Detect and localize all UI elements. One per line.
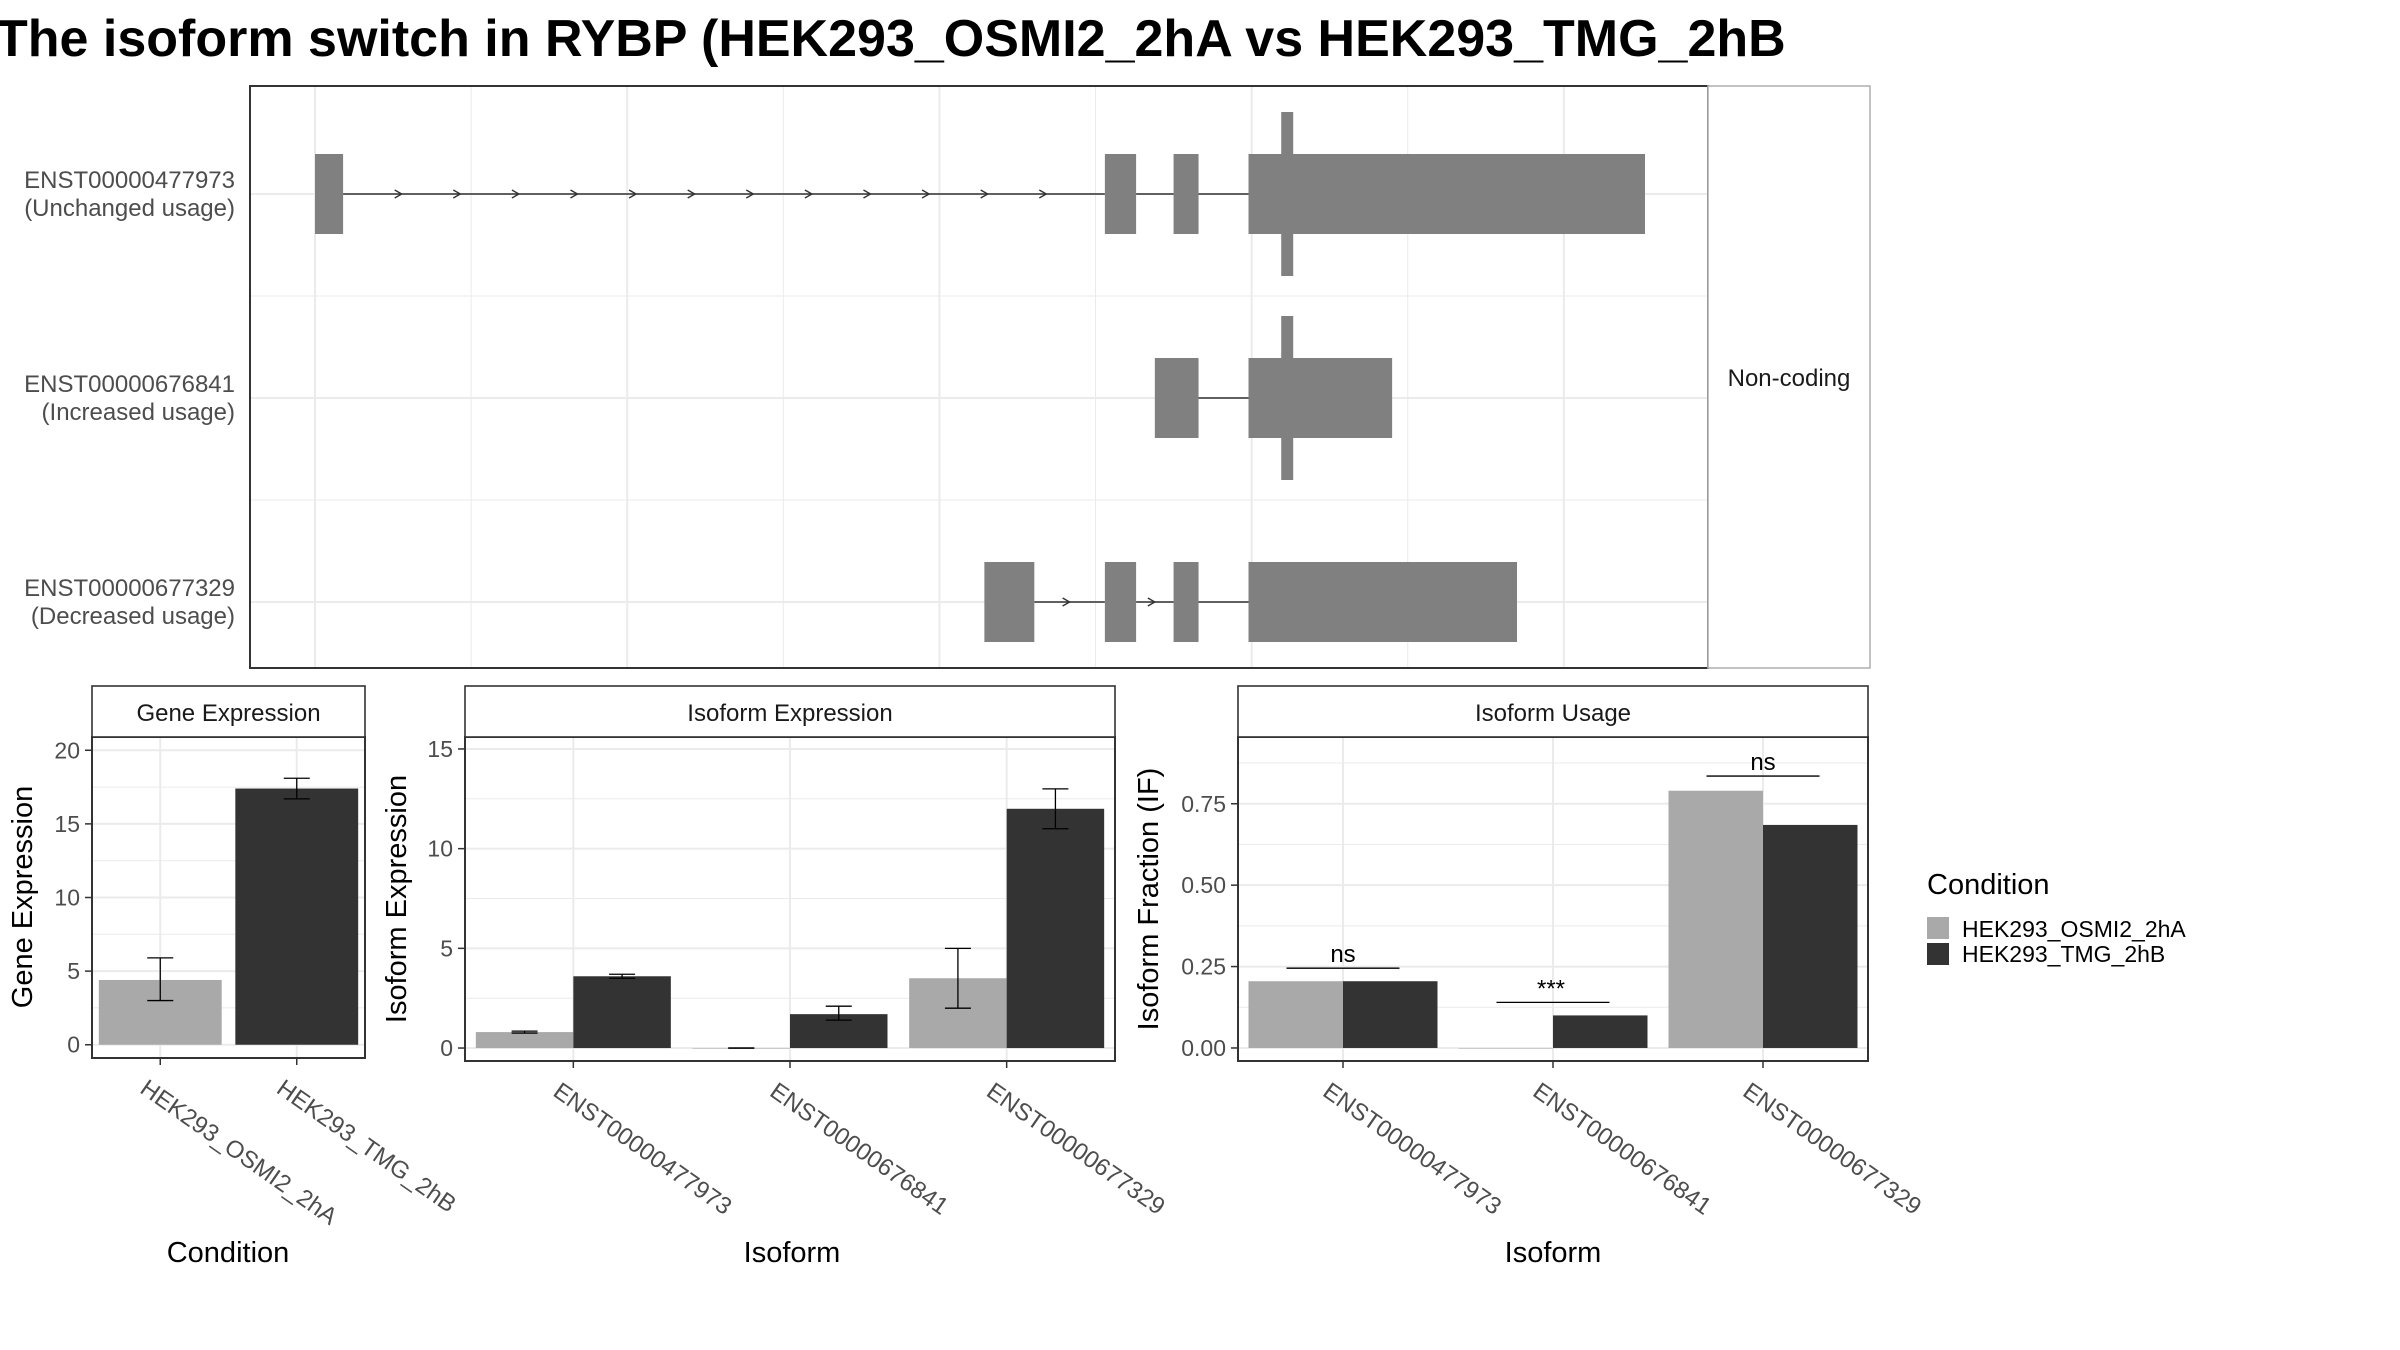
- x-tick-label: ENST00000477973: [548, 1078, 736, 1221]
- facet-strip: [91, 685, 366, 738]
- figure-title: The isoform switch in RYBP (HEK293_OSMI2…: [0, 10, 1786, 68]
- legend-key-tmg: [1927, 943, 1949, 965]
- exon-block: [984, 562, 1035, 642]
- transcript-id-label: ENST00000677329: [24, 575, 235, 602]
- transcript-usage-label: (Increased usage): [42, 399, 235, 426]
- x-tick-label: ENST00000477973: [1318, 1078, 1506, 1221]
- intron-direction-arrow: [687, 189, 697, 199]
- transcript-id-label: ENST00000676841: [24, 371, 235, 398]
- feature-marker: [1281, 112, 1294, 276]
- y-tick-label: 5: [67, 958, 80, 984]
- bar: [1343, 981, 1438, 1048]
- y-tick-label: 0.50: [1181, 872, 1226, 898]
- facet-strip: [464, 685, 1116, 738]
- intron-direction-arrow: [1038, 189, 1048, 199]
- bar: [1248, 981, 1343, 1048]
- facet-strip: [1707, 85, 1871, 669]
- x-tick-label: ENST00000676841: [1528, 1078, 1716, 1221]
- y-tick-label: 0.25: [1181, 954, 1226, 980]
- y-tick-label: 0: [440, 1035, 453, 1061]
- facet-strip-label: Gene Expression: [136, 700, 320, 727]
- intron-direction-arrow: [980, 189, 990, 199]
- y-axis-title: Isoform Fraction (IF): [1133, 768, 1165, 1031]
- exon-block: [1104, 562, 1137, 642]
- bar-chart-panels: Gene Expression05101520HEK293_OSMI2_2hAH…: [7, 685, 1926, 1269]
- transcript-id-label: ENST00000477973: [24, 167, 235, 194]
- bar: [1006, 808, 1105, 1049]
- bar: [1668, 790, 1763, 1048]
- y-tick-label: 10: [54, 885, 80, 911]
- x-tick-label: ENST00000676841: [765, 1078, 953, 1221]
- y-tick-label: 15: [427, 736, 453, 762]
- y-tick-label: 15: [54, 811, 80, 837]
- exon-block: [1173, 154, 1199, 234]
- x-axis-title: Isoform: [744, 1237, 841, 1269]
- intron-direction-arrow: [921, 189, 931, 199]
- x-axis-title: Isoform: [1505, 1237, 1602, 1269]
- intron-direction-arrow: [1062, 597, 1072, 607]
- y-axis-title: Isoform Expression: [381, 775, 413, 1023]
- feature-marker: [1281, 316, 1294, 480]
- intron-direction-arrow: [863, 189, 872, 199]
- bar: [1763, 824, 1858, 1048]
- y-tick-label: 10: [427, 836, 453, 862]
- y-tick-label: 0: [67, 1032, 80, 1058]
- exon-block: [1104, 154, 1137, 234]
- significance-label: ns: [1750, 749, 1775, 776]
- facet-strip-label: Non-coding: [1728, 365, 1851, 392]
- bar: [235, 788, 359, 1045]
- condition-legend: Condition HEK293_OSMI2_2hA HEK293_TMG_2h…: [1927, 869, 2186, 967]
- intron-direction-arrow: [511, 189, 521, 199]
- significance-label: ***: [1537, 975, 1565, 1002]
- legend-title: Condition: [1927, 869, 2050, 901]
- exon-block: [1154, 358, 1199, 438]
- bar: [1553, 1015, 1648, 1048]
- y-axis-title: Gene Expression: [7, 786, 39, 1008]
- legend-key-osmi: [1927, 917, 1949, 939]
- bar: [1458, 1047, 1553, 1049]
- y-tick-label: 0.00: [1181, 1035, 1226, 1061]
- facet-strip-label: Isoform Expression: [687, 700, 892, 727]
- intron-direction-arrow: [570, 189, 579, 199]
- x-axis-title: Condition: [167, 1237, 290, 1269]
- x-tick-label: ENST00000677329: [982, 1078, 1170, 1221]
- intron-direction-arrow: [804, 189, 814, 199]
- intron-direction-arrow: [628, 189, 638, 199]
- legend-label-tmg: HEK293_TMG_2hB: [1962, 941, 2165, 967]
- exon-block: [1173, 562, 1199, 642]
- bar: [573, 976, 671, 1049]
- intron-direction-arrow: [745, 189, 755, 199]
- bar: [475, 1032, 574, 1049]
- y-tick-label: 5: [440, 935, 453, 961]
- intron-direction-arrow: [1147, 597, 1157, 607]
- exon-block: [1248, 562, 1517, 642]
- x-tick-label: ENST00000677329: [1738, 1078, 1926, 1221]
- transcript-usage-label: (Decreased usage): [31, 603, 235, 630]
- transcript-usage-label: (Unchanged usage): [24, 195, 235, 222]
- exon-block: [1248, 154, 1645, 234]
- intron-direction-arrow: [452, 189, 462, 199]
- facet-strip: [1237, 685, 1869, 738]
- y-tick-label: 0.75: [1181, 791, 1226, 817]
- facet-strip-label: Isoform Usage: [1475, 700, 1631, 727]
- significance-label: ns: [1330, 941, 1355, 968]
- intron-direction-arrow: [394, 189, 404, 199]
- y-tick-label: 20: [54, 737, 80, 763]
- exon-block: [1248, 358, 1393, 438]
- legend-label-osmi: HEK293_OSMI2_2hA: [1962, 916, 2186, 942]
- bar-panel-isoform-usage: ns *** ns Isoform Usage 0.00 0.25 0.50 0.75 ENST…: [1133, 685, 1926, 1269]
- exon-block: [315, 154, 344, 234]
- transcript-structure-panel: Non-coding ENST00000477973(Unchanged usag…: [24, 85, 1871, 669]
